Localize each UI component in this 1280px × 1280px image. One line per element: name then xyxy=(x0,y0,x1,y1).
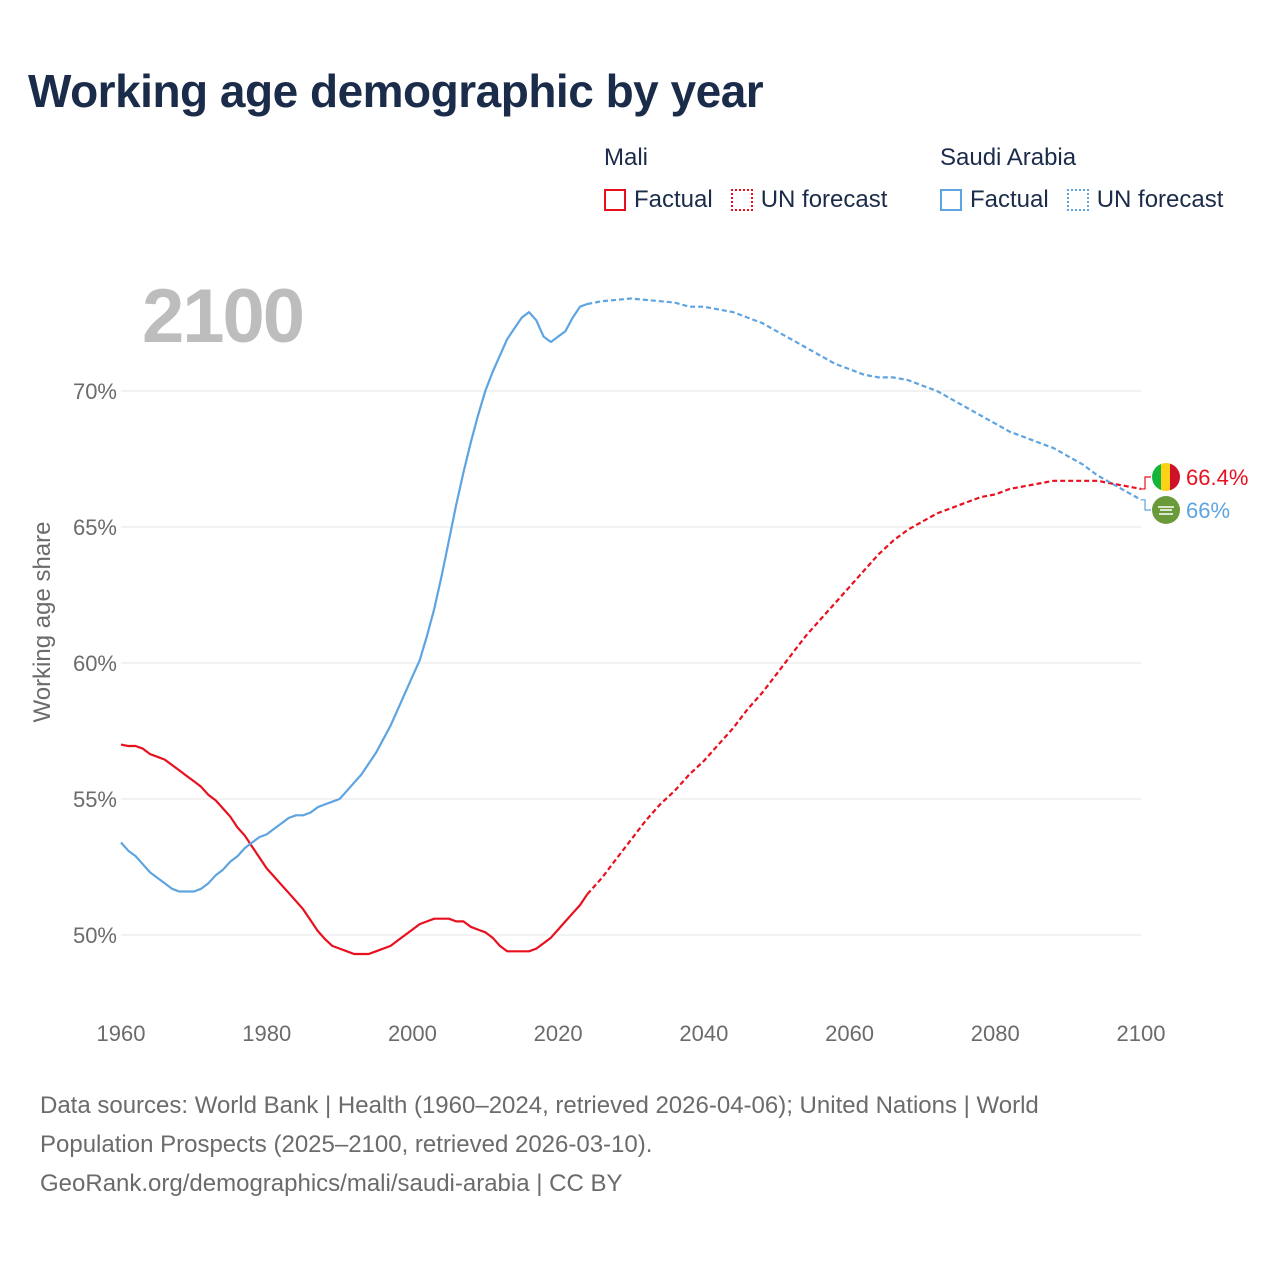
grid xyxy=(121,390,1141,936)
legend-swatch-solid xyxy=(604,189,626,211)
y-tick-label: 65% xyxy=(73,515,117,540)
legend-swatch-solid xyxy=(940,189,962,211)
legend-mali-forecast[interactable]: UN forecast xyxy=(730,186,888,214)
legend-mali-factual[interactable]: Factual xyxy=(604,186,713,214)
x-tick-label: 2000 xyxy=(388,1021,437,1046)
series-layer xyxy=(120,297,1142,956)
mali-factual-line[interactable] xyxy=(120,743,589,956)
saudi-arabia-forecast-line[interactable] xyxy=(587,297,1142,501)
year-overlay: 2100 xyxy=(142,274,303,359)
legend-label: Factual xyxy=(970,186,1049,213)
y-axis-label: Working age share xyxy=(29,522,56,723)
line-chart: 2100 50% 55% 60% 65% 70% 1960 1980 2000 2020 204… xyxy=(29,274,1248,1046)
legend-label: UN forecast xyxy=(1096,186,1224,213)
legend-swatch-dotted xyxy=(1066,189,1089,211)
legend-country-saudi-arabia: Saudi Arabia xyxy=(940,144,1077,171)
x-axis: 1960 1980 2000 2020 2040 2060 2080 2100 xyxy=(97,1021,1166,1046)
mali-end-value: 66.4% xyxy=(1186,465,1248,490)
y-tick-label: 70% xyxy=(73,379,117,404)
legend-saudi-forecast[interactable]: UN forecast xyxy=(1066,186,1224,214)
saudi-arabia-flag-icon xyxy=(1152,496,1180,524)
x-tick-label: 2100 xyxy=(1117,1021,1166,1046)
mali-end-connector xyxy=(1141,476,1151,490)
x-tick-label: 2060 xyxy=(825,1021,874,1046)
y-tick-label: 60% xyxy=(73,651,117,676)
footer-line[interactable]: GeoRank.org/demographics/mali/saudi-arab… xyxy=(40,1170,623,1197)
x-tick-label: 2020 xyxy=(534,1021,583,1046)
legend-saudi-factual[interactable]: Factual xyxy=(940,186,1049,214)
legend-group-saudi-arabia: Saudi Arabia Factual UN forecast xyxy=(940,144,1241,214)
legend-country-mali: Mali xyxy=(604,144,649,171)
mali-flag-icon xyxy=(1152,463,1180,491)
mali-forecast-line[interactable] xyxy=(586,479,1142,895)
footer-line: Data sources: World Bank | Health (1960–… xyxy=(40,1092,1039,1119)
x-tick-label: 1980 xyxy=(242,1021,291,1046)
y-axis: 50% 55% 60% 65% 70% xyxy=(73,379,117,948)
legend-label: UN forecast xyxy=(760,186,888,213)
x-tick-label: 1960 xyxy=(97,1021,146,1046)
chart-title: Working age demographic by year xyxy=(28,65,764,117)
saudi-arabia-end-connector xyxy=(1141,499,1151,511)
legend-group-mali: Mali Factual UN forecast xyxy=(604,144,905,214)
y-tick-label: 50% xyxy=(73,923,117,948)
footer-sources: Data sources: World Bank | Health (1960–… xyxy=(40,1086,1220,1203)
y-tick-label: 55% xyxy=(73,787,117,812)
footer-line: Population Prospects (2025–2100, retriev… xyxy=(40,1131,653,1158)
saudi-arabia-factual-line[interactable] xyxy=(120,302,588,893)
legend-label: Factual xyxy=(634,186,713,213)
x-tick-label: 2040 xyxy=(679,1021,728,1046)
x-tick-label: 2080 xyxy=(971,1021,1020,1046)
legend-swatch-dotted xyxy=(730,189,753,211)
saudi-arabia-end-value: 66% xyxy=(1186,498,1230,523)
end-labels: 66.4% 66% xyxy=(1141,463,1248,524)
